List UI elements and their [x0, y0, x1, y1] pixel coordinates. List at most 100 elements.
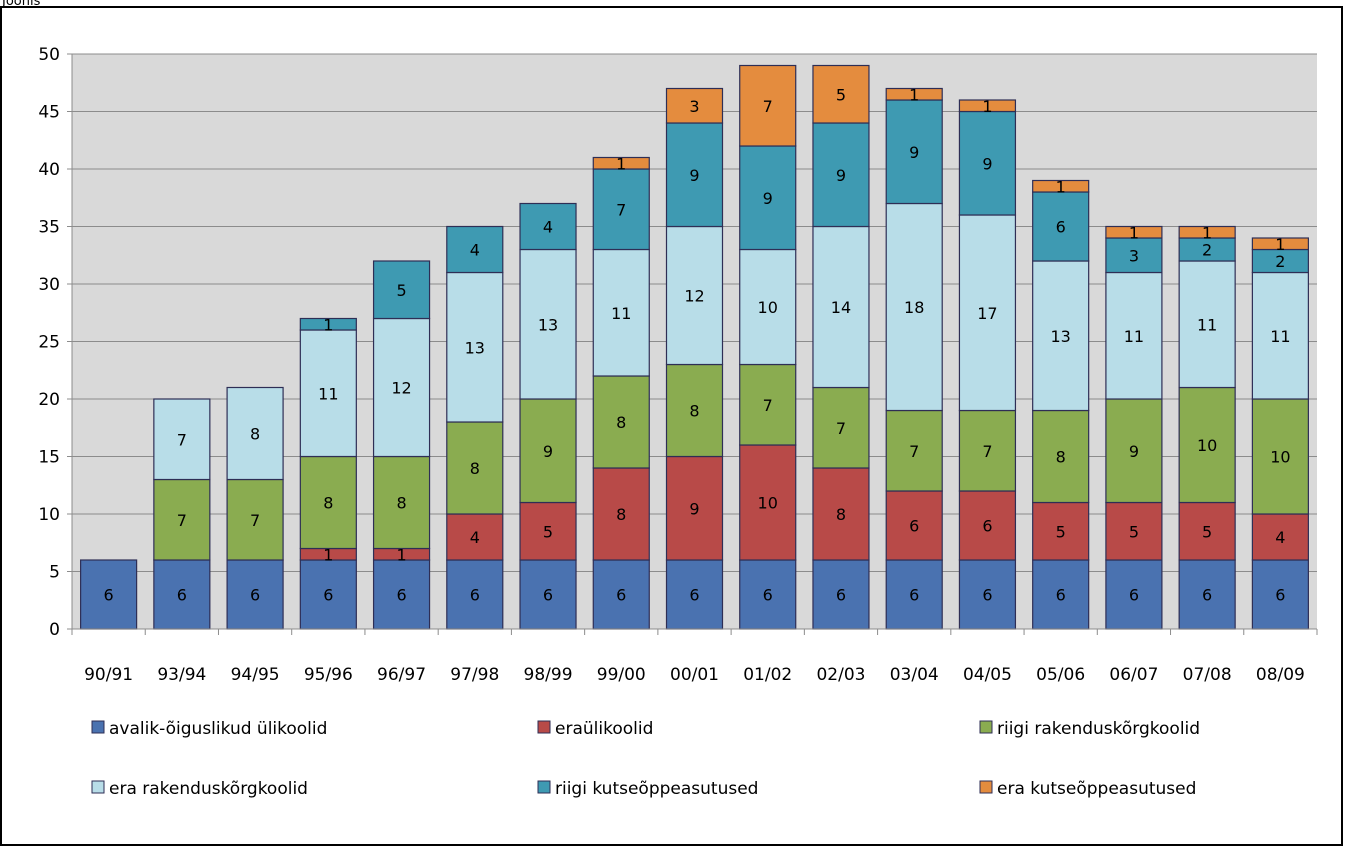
data-label: 8: [396, 494, 406, 513]
data-label: 11: [1124, 327, 1144, 346]
bar-segment: [812, 386, 870, 469]
x-tick-label: 94/95: [231, 665, 280, 685]
x-tick-label: 00/01: [670, 665, 719, 685]
bar-segment: [153, 478, 211, 561]
bar-segment: [812, 225, 870, 389]
data-label: 10: [1270, 448, 1290, 467]
data-label: 18: [904, 298, 924, 317]
x-tick-label: 90/91: [84, 665, 133, 685]
bar-segment: [665, 122, 724, 228]
bar-segment: [739, 248, 797, 366]
bar-segment: [739, 363, 797, 446]
bar-segment: [665, 87, 724, 124]
legend-label: eraülikoolid: [555, 719, 653, 739]
data-label: 5: [543, 522, 553, 541]
legend-label: riigi kutseõppeasutused: [555, 779, 758, 799]
data-label: 6: [982, 586, 992, 605]
y-tick-label: 0: [49, 620, 60, 640]
bar-segment: [739, 64, 797, 147]
bar-segment: [592, 559, 650, 630]
data-label: 2: [1275, 252, 1285, 271]
bar-segment: [519, 202, 577, 251]
data-label: 6: [396, 586, 406, 605]
data-label: 5: [1056, 522, 1066, 541]
data-label: 9: [982, 154, 992, 173]
legend-label: era kutseõppeasutused: [997, 779, 1196, 799]
data-label: 1: [396, 545, 406, 564]
data-label: 6: [177, 586, 187, 605]
data-label: 9: [1129, 442, 1139, 461]
y-tick-label: 15: [38, 448, 60, 468]
legend-swatch: [979, 720, 993, 734]
y-tick-label: 5: [49, 563, 60, 583]
data-label: 11: [1197, 315, 1217, 334]
data-label: 1: [1129, 223, 1139, 242]
bar-segment: [1178, 260, 1236, 389]
data-label: 1: [909, 85, 919, 104]
x-tick-label: 03/04: [890, 665, 939, 685]
data-label: 14: [831, 298, 851, 317]
data-label: 8: [836, 505, 846, 524]
legend-label: avalik-õiguslikud ülikoolid: [109, 719, 327, 739]
data-label: 12: [684, 287, 704, 306]
data-label: 4: [1275, 528, 1285, 547]
bar-segment: [1178, 225, 1236, 239]
x-tick-label: 97/98: [450, 665, 499, 685]
data-label: 1: [616, 154, 626, 173]
data-label: 7: [763, 97, 773, 116]
y-tick-label: 35: [38, 218, 60, 238]
data-label: 9: [543, 442, 553, 461]
bar-segment: [592, 375, 650, 469]
bar-segment: [446, 271, 504, 423]
data-label: 6: [909, 586, 919, 605]
x-tick-label: 02/03: [816, 665, 865, 685]
bar-segment: [153, 398, 211, 481]
bar-segment: [299, 329, 357, 458]
x-tick-label: 01/02: [743, 665, 792, 685]
data-label: 1: [1275, 235, 1285, 254]
y-tick-label: 45: [38, 103, 60, 123]
bar-segment: [665, 559, 724, 630]
data-label: 5: [1129, 522, 1139, 541]
bar-segment: [1105, 237, 1163, 274]
y-tick-label: 25: [38, 333, 60, 353]
bar-segment: [1251, 237, 1309, 251]
data-label: 6: [1056, 218, 1066, 237]
bar-segment: [1032, 191, 1090, 262]
data-label: 4: [470, 241, 480, 260]
data-label: 1: [1202, 223, 1212, 242]
bar-segment: [1178, 501, 1236, 561]
bar-segment: [1105, 501, 1163, 561]
bar-segment: [1251, 271, 1309, 400]
bar-segment: [1032, 409, 1090, 504]
bar-segment: [1032, 260, 1090, 412]
bar-segment: [1032, 559, 1090, 630]
data-label: 9: [689, 499, 699, 518]
bar-segment: [885, 490, 943, 561]
bars-group: [80, 64, 1309, 630]
bar-segment: [1178, 386, 1236, 504]
bar-segment: [958, 559, 1017, 630]
bar-segment: [226, 478, 284, 561]
data-label: 3: [689, 97, 699, 116]
data-label: 7: [836, 419, 846, 438]
data-label: 9: [836, 166, 846, 185]
data-label: 6: [470, 586, 480, 605]
legend: avalik-õiguslikud ülikoolid eraülikoolid r…: [91, 719, 1200, 799]
bar-segment: [958, 99, 1017, 113]
bar-segment: [958, 110, 1017, 216]
bar-segment: [519, 248, 577, 400]
y-tick-label: 10: [38, 505, 60, 525]
y-tick-label: 20: [38, 390, 60, 410]
data-label: 11: [1270, 327, 1290, 346]
x-tick-label: 99/00: [597, 665, 646, 685]
data-label: 7: [909, 442, 919, 461]
data-label: 6: [323, 586, 333, 605]
bar-segment: [958, 409, 1017, 492]
data-label: 8: [470, 459, 480, 478]
bar-segment: [1032, 501, 1090, 561]
data-label: 6: [982, 517, 992, 536]
data-label: 13: [538, 315, 558, 334]
